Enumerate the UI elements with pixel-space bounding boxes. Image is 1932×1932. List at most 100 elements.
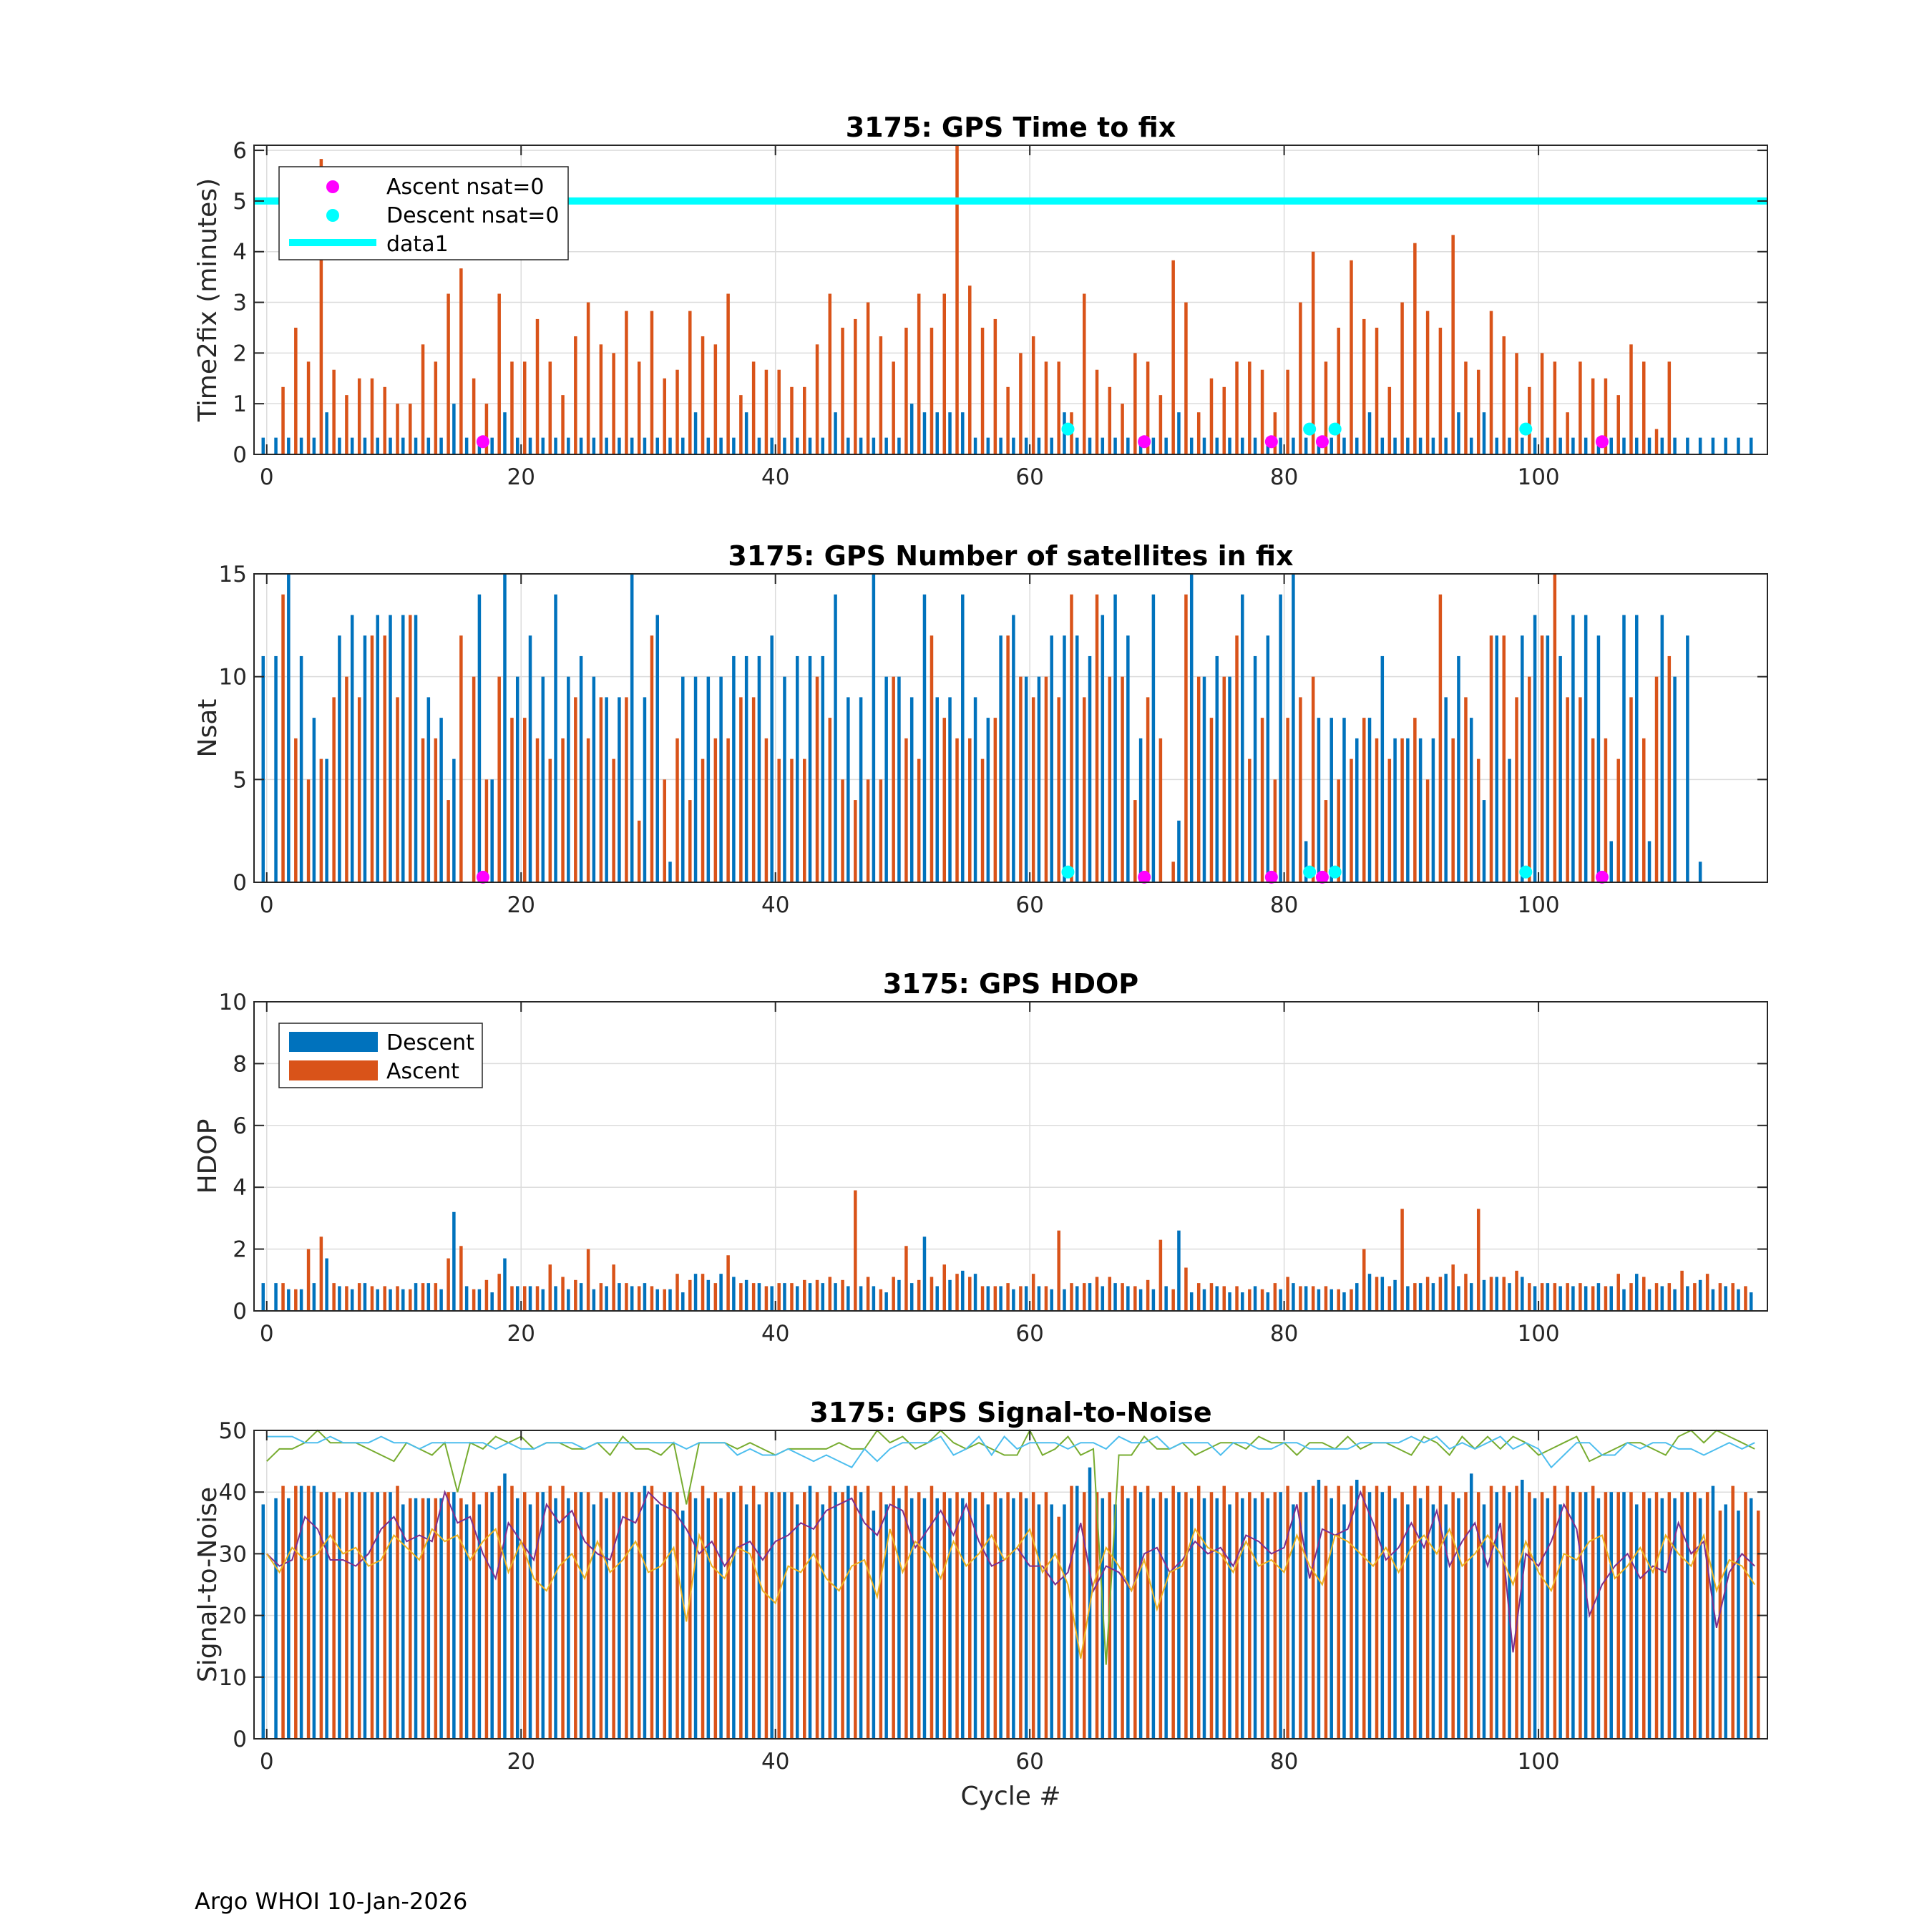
descent-bar <box>1012 615 1015 882</box>
descent-nsat0-marker <box>1061 422 1075 436</box>
descent-bar <box>592 1504 596 1739</box>
descent-bar <box>477 1289 482 1311</box>
ascent-bar <box>1362 718 1366 882</box>
descent-bar <box>783 437 786 454</box>
ascent-bar <box>1108 676 1112 882</box>
descent-bar <box>1444 1274 1448 1311</box>
ascent-bar <box>751 697 756 882</box>
x-tick-label: 80 <box>1270 892 1298 918</box>
ascent-bar <box>1248 361 1252 454</box>
ascent-bar <box>1044 676 1048 882</box>
descent-bar <box>1546 635 1550 882</box>
descent-bar <box>1024 676 1028 882</box>
descent-bar <box>630 1286 634 1311</box>
ascent-bar <box>345 395 348 454</box>
ascent-bar <box>1031 697 1035 882</box>
y-tick-label: 0 <box>233 870 247 896</box>
ascent-bar <box>1006 386 1010 454</box>
ascent-bar <box>1654 1283 1659 1311</box>
ascent-bar <box>968 1492 972 1739</box>
ascent-bar <box>726 1492 730 1739</box>
descent-bar <box>643 697 647 882</box>
descent-bar <box>299 655 303 882</box>
ascent-bar <box>1654 429 1659 454</box>
ascent-bar <box>1489 635 1493 882</box>
ascent-bar <box>1718 1283 1722 1311</box>
ascent-bar <box>1540 635 1544 882</box>
descent-bar <box>719 437 723 454</box>
ascent-bar <box>1528 1492 1531 1739</box>
ascent-bar <box>281 594 285 882</box>
y-tick-label: 10 <box>219 665 247 691</box>
descent-bar <box>1482 1279 1486 1311</box>
ascent-bar <box>586 1249 590 1311</box>
descent-bar <box>1177 820 1181 882</box>
descent-bar <box>706 1498 711 1739</box>
y-axis-label: Signal-to-Noise <box>193 1487 223 1682</box>
x-tick-label: 20 <box>507 1749 535 1775</box>
ascent-bar <box>1387 1286 1392 1311</box>
ascent-bar <box>650 1485 654 1739</box>
descent-bar <box>1253 1498 1257 1739</box>
descent-bar <box>1698 1498 1702 1739</box>
ascent-bar <box>854 800 857 882</box>
ascent-bar <box>1489 1485 1493 1739</box>
ascent-bar <box>1299 697 1302 882</box>
ascent-bar <box>434 1498 438 1739</box>
ascent-bar <box>1209 1492 1214 1739</box>
descent-bar <box>1418 1498 1423 1739</box>
descent-bar <box>1138 1289 1143 1311</box>
ascent-bar <box>522 1492 527 1739</box>
descent-bar <box>1635 1504 1639 1739</box>
ascent-bar <box>1324 361 1328 454</box>
ascent-bar <box>625 311 628 454</box>
descent-bar <box>1533 1498 1537 1739</box>
y-tick-label: 10 <box>219 1665 247 1691</box>
ascent-bar <box>942 718 946 882</box>
descent-bar <box>439 437 443 454</box>
ascent-bar <box>1260 1289 1264 1311</box>
ascent-bar <box>383 1286 386 1311</box>
ascent-bar <box>421 738 425 882</box>
ascent-bar <box>942 1264 946 1311</box>
descent-bar <box>274 1498 278 1739</box>
ascent-bar <box>892 676 895 882</box>
ascent-bar <box>1209 718 1214 882</box>
ascent-bar <box>854 318 857 454</box>
descent-bar <box>834 1492 837 1739</box>
descent-bar <box>1202 676 1206 882</box>
ascent-bar <box>472 1492 476 1739</box>
ascent-bar <box>548 361 552 454</box>
legend-entry: Descent nsat=0 <box>386 203 559 228</box>
ascent-bar <box>1718 1511 1722 1739</box>
ascent-bar <box>802 758 806 882</box>
ascent-bar <box>1502 1485 1506 1739</box>
ascent-bar <box>1693 1283 1697 1311</box>
descent-bar <box>1330 718 1333 882</box>
ascent-bar <box>777 758 781 882</box>
descent-bar <box>681 437 685 454</box>
ascent-bar <box>1337 779 1340 882</box>
ascent-bar <box>1680 1270 1684 1311</box>
ascent-bar <box>497 1485 501 1739</box>
signal-to-noise-panel: 0 20 40 60 80 100 0 10 20 30 40 50 3175: GPS Signal-… <box>193 1397 1768 1811</box>
descent-bar <box>655 615 659 882</box>
descent-bar <box>1558 655 1562 882</box>
descent-bar <box>1330 437 1333 454</box>
axes-box <box>253 1001 1768 1312</box>
descent-bar <box>1521 635 1524 882</box>
descent-bar <box>439 1289 443 1311</box>
descent-bar <box>757 1283 761 1311</box>
ascent-bar <box>1629 697 1633 882</box>
descent-bar <box>693 1498 698 1739</box>
ascent-bar <box>510 1286 514 1311</box>
descent-bar <box>1418 738 1423 882</box>
ascent-bar <box>790 1492 794 1739</box>
ascent-bar <box>1350 1289 1353 1311</box>
descent-bar <box>795 1504 799 1739</box>
ascent-bar <box>1413 1485 1417 1739</box>
descent-bar <box>490 1292 494 1311</box>
descent-bar <box>515 1286 519 1311</box>
legend-entry: Ascent nsat=0 <box>386 175 544 200</box>
descent-bar <box>490 779 494 882</box>
